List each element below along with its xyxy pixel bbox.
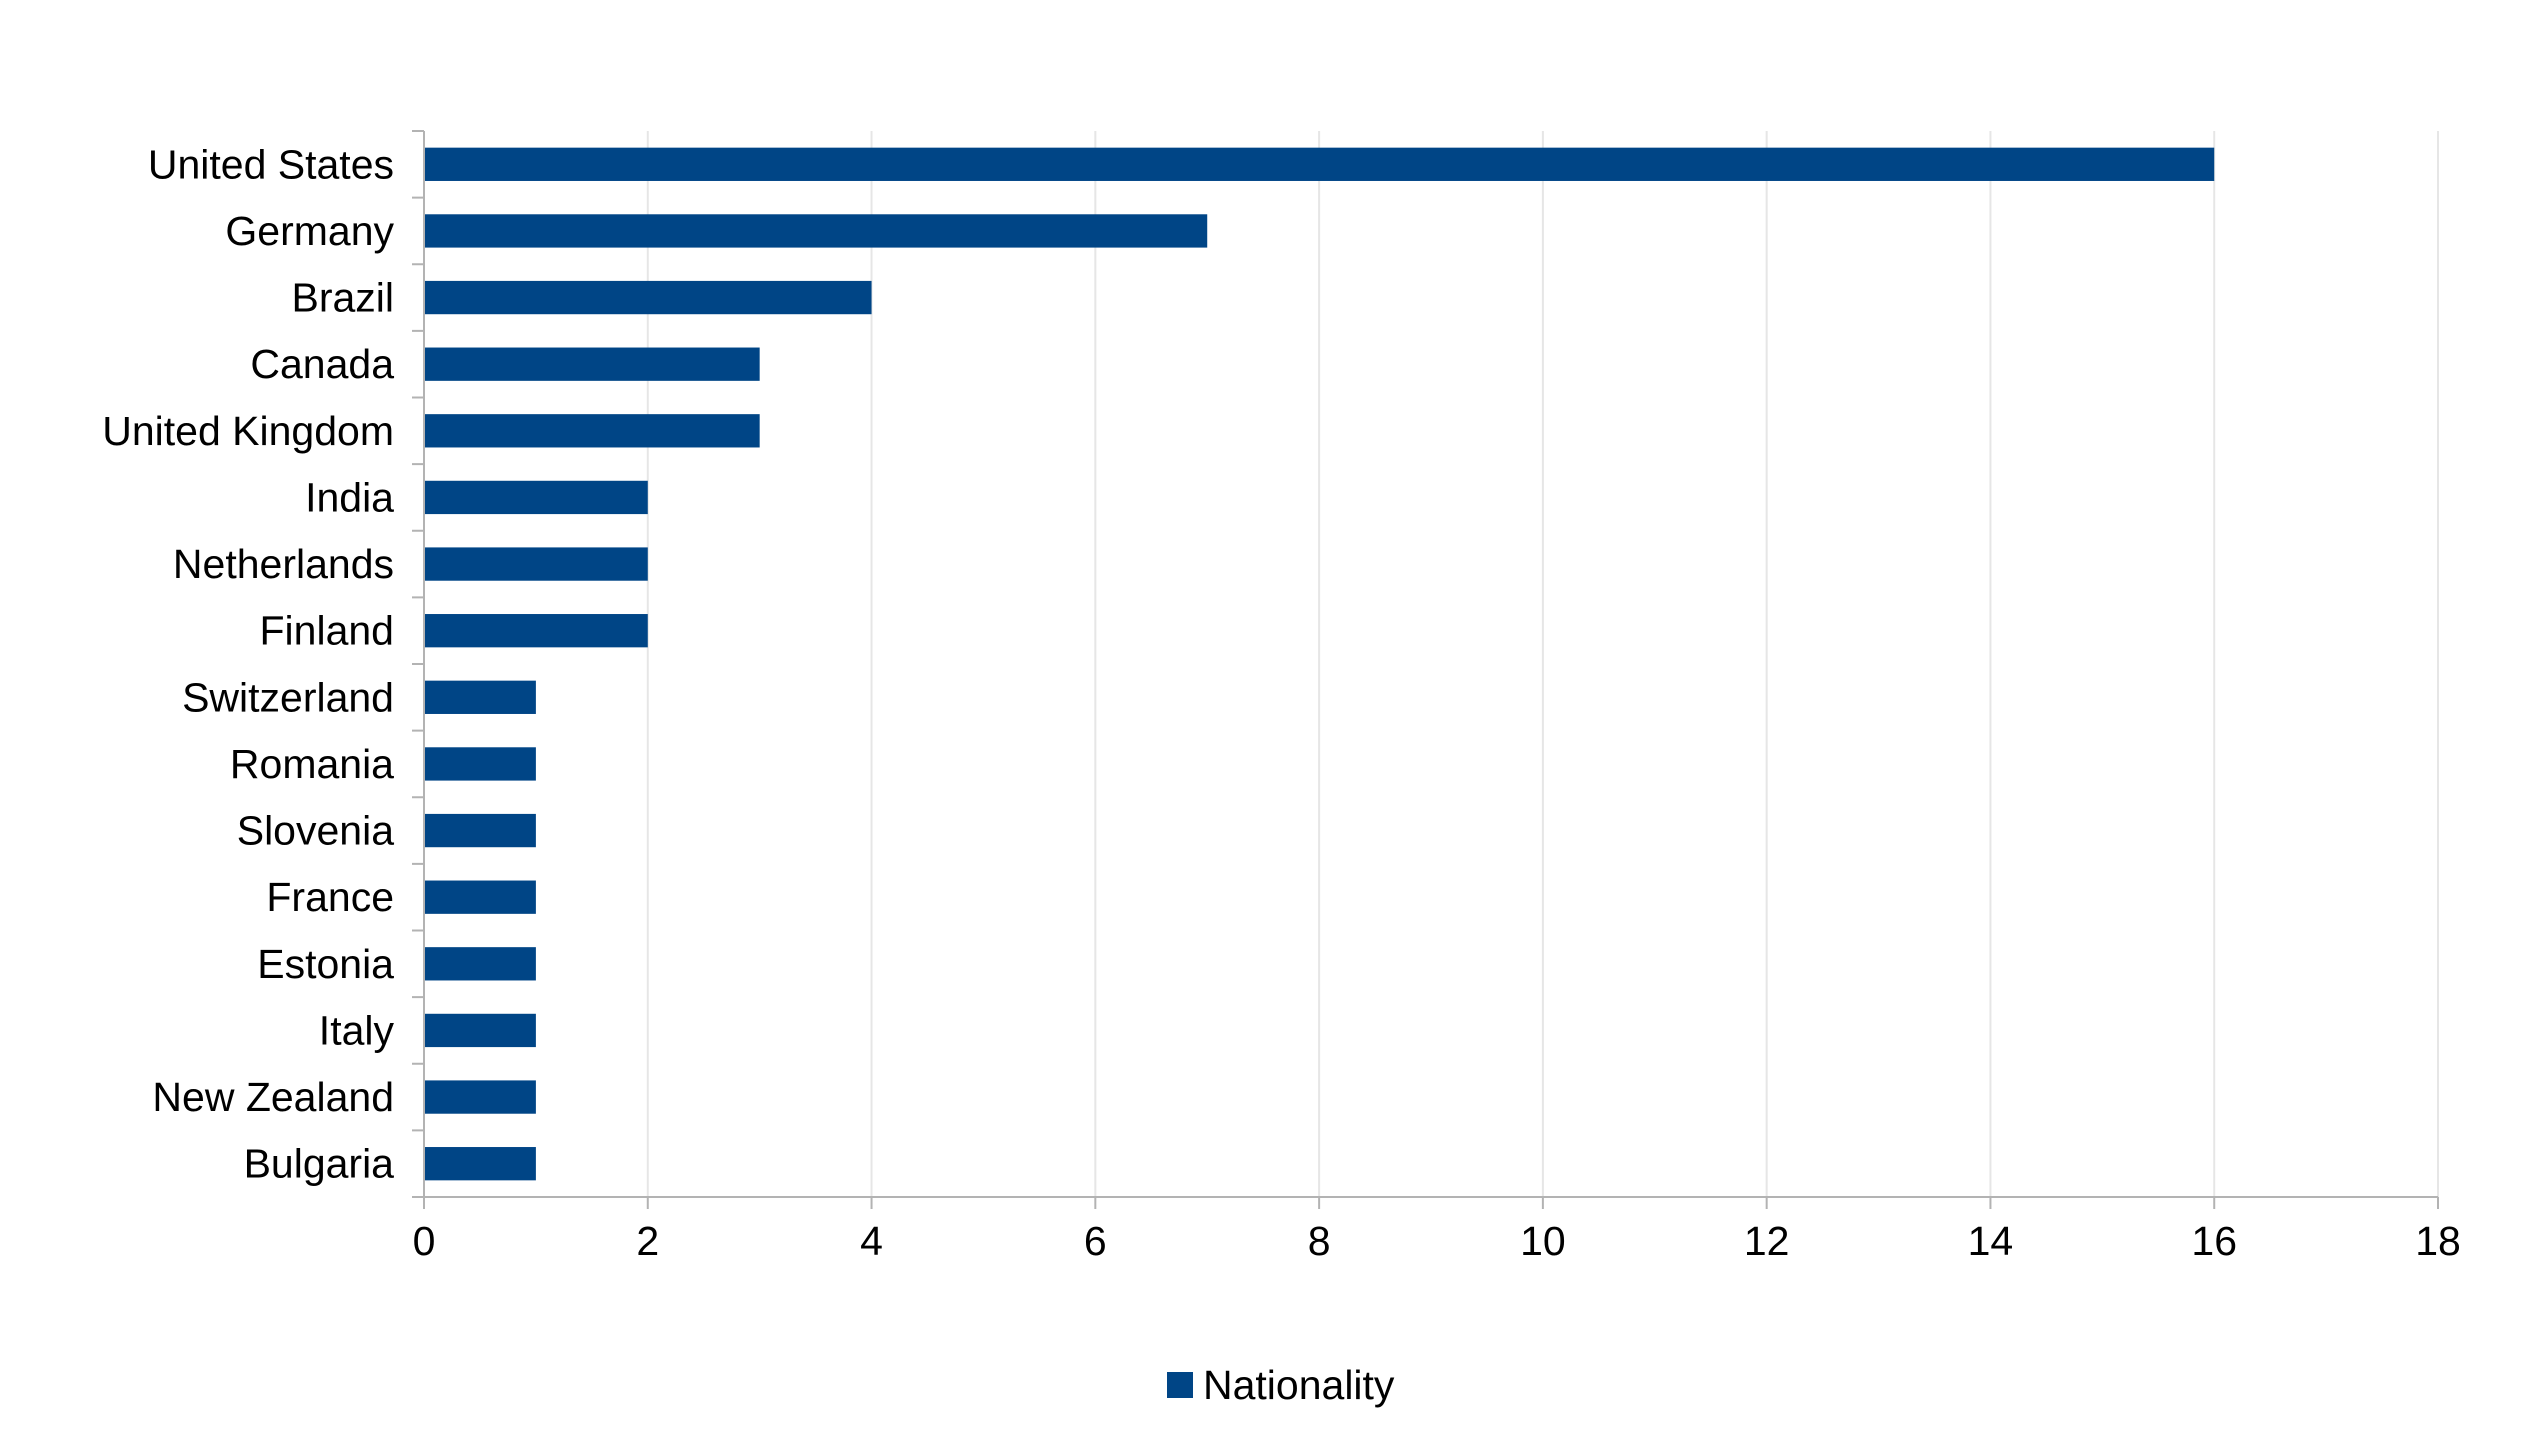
bar (424, 347, 760, 381)
bar (424, 1013, 536, 1048)
x-tick-label: 16 (2191, 1218, 2237, 1264)
category-label: Canada (250, 341, 394, 387)
category-label: United Kingdom (102, 408, 394, 454)
bar (424, 880, 536, 914)
bar (424, 747, 536, 781)
x-tick-label: 10 (1520, 1218, 1566, 1264)
x-tick-label: 14 (1968, 1218, 2014, 1264)
category-label: Estonia (257, 941, 394, 987)
x-tick-label: 0 (413, 1218, 436, 1264)
category-labels: United States Germany Brazil Canada United K… (102, 141, 394, 1186)
category-ticks (412, 130, 424, 1198)
plot-area (412, 130, 2439, 1209)
bar (424, 147, 2215, 181)
category-label: Brazil (291, 275, 394, 321)
category-label: New Zealand (152, 1074, 394, 1120)
x-tick-label: 12 (1744, 1218, 1790, 1264)
bar (424, 1147, 536, 1181)
legend-label: Nationality (1203, 1362, 1395, 1408)
category-label: United States (148, 141, 394, 187)
bar (424, 414, 760, 448)
x-tick-label: 2 (636, 1218, 659, 1264)
category-label: France (266, 874, 394, 920)
category-label: Italy (319, 1007, 395, 1053)
category-label: Romania (230, 741, 394, 787)
category-label: Germany (225, 208, 394, 254)
bar (424, 280, 872, 315)
category-label: Bulgaria (244, 1141, 395, 1187)
category-label: Netherlands (173, 541, 394, 587)
grid-lines (423, 131, 2439, 1209)
bar (424, 680, 536, 714)
category-label: Switzerland (182, 674, 394, 720)
x-tick-labels: 0 2 4 6 8 10 12 14 16 18 (413, 1218, 2461, 1264)
x-tick-label: 4 (860, 1218, 883, 1264)
bar (424, 813, 536, 848)
legend: Nationality (1167, 1362, 1395, 1408)
category-label: India (305, 474, 394, 520)
x-tick-label: 8 (1308, 1218, 1331, 1264)
bar (424, 480, 648, 515)
category-label: Finland (260, 608, 394, 654)
bar (424, 1080, 536, 1114)
category-label: Slovenia (237, 808, 394, 854)
bars (424, 147, 2215, 1181)
legend-swatch (1167, 1372, 1193, 1398)
bar (424, 614, 648, 648)
bar (424, 547, 648, 581)
bar (424, 214, 1208, 248)
bar (424, 947, 536, 981)
x-tick-label: 18 (2415, 1218, 2461, 1264)
x-tick-label: 6 (1084, 1218, 1107, 1264)
